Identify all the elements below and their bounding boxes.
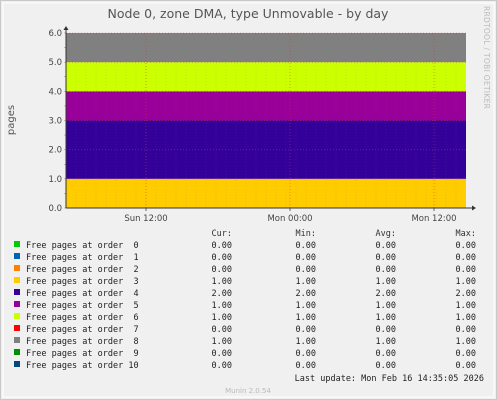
legend-value-avg: 0.00 bbox=[376, 253, 396, 263]
legend-value-max: 2.00 bbox=[456, 289, 476, 299]
legend-value-cur: 0.00 bbox=[212, 265, 232, 275]
legend-series-name: Free pages at order 7 bbox=[26, 325, 139, 335]
legend-value-cur: 0.00 bbox=[212, 253, 232, 263]
legend-value-avg: 1.00 bbox=[376, 301, 396, 311]
legend-value-max: 0.00 bbox=[456, 349, 476, 359]
legend-value-avg: 0.00 bbox=[376, 265, 396, 275]
legend-swatch-order-3 bbox=[14, 277, 20, 283]
legend-value-min: 0.00 bbox=[296, 241, 316, 251]
legend-swatch-order-6 bbox=[14, 313, 20, 319]
legend-value-min: 1.00 bbox=[296, 301, 316, 311]
legend-value-avg: 1.00 bbox=[376, 337, 396, 347]
x-tick-label: Sun 12:00 bbox=[124, 214, 167, 224]
area-order-3 bbox=[66, 178, 466, 208]
legend-column-header: Min: bbox=[296, 229, 316, 239]
legend-value-cur: 2.00 bbox=[212, 289, 232, 299]
y-tick-label: 3.0 bbox=[48, 117, 62, 127]
area-order-5 bbox=[66, 91, 466, 121]
munin-version: Munin 2.0.54 bbox=[225, 387, 271, 395]
y-tick-label: 0.0 bbox=[48, 204, 62, 214]
side-label: RRDTOOL / TOBI OETIKER bbox=[482, 6, 491, 109]
legend-value-avg: 0.00 bbox=[376, 361, 396, 371]
legend-series-name: Free pages at order 0 bbox=[26, 241, 139, 251]
legend-value-max: 1.00 bbox=[456, 301, 476, 311]
legend-value-min: 1.00 bbox=[296, 277, 316, 287]
legend-series-name: Free pages at order 10 bbox=[26, 361, 139, 371]
legend-swatch-order-9 bbox=[14, 349, 20, 355]
x-axis-arrow bbox=[472, 205, 476, 211]
y-tick-label: 2.0 bbox=[48, 146, 62, 156]
legend-series-name: Free pages at order 8 bbox=[26, 337, 139, 347]
legend-value-min: 2.00 bbox=[296, 289, 316, 299]
legend-value-avg: 0.00 bbox=[376, 325, 396, 335]
legend-series-name: Free pages at order 5 bbox=[26, 301, 139, 311]
legend-value-avg: 1.00 bbox=[376, 277, 396, 287]
legend-value-min: 0.00 bbox=[296, 325, 316, 335]
legend-value-cur: 0.00 bbox=[212, 361, 232, 371]
legend-column-header: Max: bbox=[456, 229, 476, 239]
legend-series-name: Free pages at order 1 bbox=[26, 253, 139, 263]
legend-value-max: 0.00 bbox=[456, 253, 476, 263]
legend-value-max: 1.00 bbox=[456, 313, 476, 323]
area-order-6 bbox=[66, 62, 466, 92]
legend-value-cur: 0.00 bbox=[212, 325, 232, 335]
legend-series-name: Free pages at order 6 bbox=[26, 313, 139, 323]
legend-swatch-order-8 bbox=[14, 337, 20, 343]
legend-value-min: 1.00 bbox=[296, 313, 316, 323]
legend-swatch-order-0 bbox=[14, 241, 20, 247]
legend-value-cur: 1.00 bbox=[212, 301, 232, 311]
legend-swatch-order-5 bbox=[14, 301, 20, 307]
legend-value-min: 0.00 bbox=[296, 253, 316, 263]
legend-value-min: 0.00 bbox=[296, 265, 316, 275]
y-tick-label: 6.0 bbox=[48, 29, 62, 39]
legend-value-min: 0.00 bbox=[296, 349, 316, 359]
y-tick-label: 4.0 bbox=[48, 87, 62, 97]
chart-title: Node 0, zone DMA, type Unmovable - by da… bbox=[108, 6, 390, 21]
legend-swatch-order-4 bbox=[14, 289, 20, 295]
last-update: Last update: Mon Feb 16 14:35:05 2026 bbox=[295, 374, 484, 384]
legend-swatch-order-2 bbox=[14, 265, 20, 271]
y-tick-label: 5.0 bbox=[48, 58, 62, 68]
legend-value-min: 0.00 bbox=[296, 361, 316, 371]
legend-value-max: 0.00 bbox=[456, 361, 476, 371]
legend-swatch-order-7 bbox=[14, 325, 20, 331]
x-tick-label: Mon 00:00 bbox=[267, 214, 312, 224]
y-axis-label: pages bbox=[6, 105, 17, 135]
legend-column-header: Avg: bbox=[376, 229, 396, 239]
legend-value-cur: 1.00 bbox=[212, 313, 232, 323]
legend-series-name: Free pages at order 2 bbox=[26, 265, 139, 275]
y-tick-label: 1.0 bbox=[48, 175, 62, 185]
legend-value-cur: 1.00 bbox=[212, 337, 232, 347]
legend-value-max: 0.00 bbox=[456, 241, 476, 251]
legend-swatch-order-1 bbox=[14, 253, 20, 259]
legend-series-name: Free pages at order 3 bbox=[26, 277, 139, 287]
legend-swatch-order-10 bbox=[14, 361, 20, 367]
legend-value-max: 0.00 bbox=[456, 325, 476, 335]
legend-value-max: 1.00 bbox=[456, 277, 476, 287]
legend-value-avg: 2.00 bbox=[376, 289, 396, 299]
y-axis-arrow bbox=[63, 26, 69, 30]
legend-value-max: 1.00 bbox=[456, 337, 476, 347]
legend-series-name: Free pages at order 9 bbox=[26, 349, 139, 359]
legend-value-avg: 1.00 bbox=[376, 313, 396, 323]
legend-value-min: 1.00 bbox=[296, 337, 316, 347]
legend-value-avg: 0.00 bbox=[376, 349, 396, 359]
legend-column-header: Cur: bbox=[212, 229, 232, 239]
legend-series-name: Free pages at order 4 bbox=[26, 289, 139, 299]
legend-value-cur: 0.00 bbox=[212, 241, 232, 251]
legend-value-avg: 0.00 bbox=[376, 241, 396, 251]
legend-value-cur: 0.00 bbox=[212, 349, 232, 359]
x-tick-label: Mon 12:00 bbox=[411, 214, 456, 224]
area-order-8 bbox=[66, 33, 466, 63]
legend-value-max: 0.00 bbox=[456, 265, 476, 275]
legend-value-cur: 1.00 bbox=[212, 277, 232, 287]
